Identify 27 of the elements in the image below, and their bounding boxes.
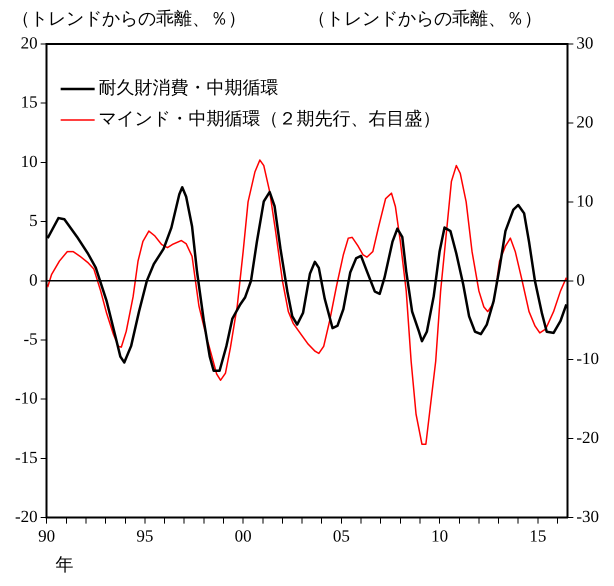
y2-tick-label: 30 (576, 33, 594, 52)
y2-tick-label: -30 (576, 507, 600, 526)
y-tick-label: 0 (29, 270, 38, 290)
y2-tick-label: -20 (576, 428, 600, 448)
x-tick-label: 90 (38, 526, 56, 546)
x-axis-title: 年 (56, 554, 74, 574)
legend-label: マインド・中期循環（２期先行、右目盛） (98, 108, 441, 129)
y2-tick-label: 10 (576, 191, 594, 210)
y-tick-label: 15 (20, 92, 38, 112)
y-tick-label: -15 (14, 448, 38, 467)
y-axis-title: （トレンドからの乖離、％） (12, 8, 246, 29)
y2-tick-label: 20 (576, 112, 594, 132)
y2-tick-label: 0 (576, 270, 585, 290)
y-tick-label: -5 (23, 329, 38, 348)
y2-tick-label: -10 (576, 349, 600, 368)
y-tick-label: 10 (20, 152, 38, 171)
x-tick-label: 00 (234, 526, 252, 546)
y-tick-label: -10 (14, 388, 38, 408)
y-tick-label: -20 (14, 507, 38, 526)
x-tick-label: 15 (529, 526, 546, 546)
legend-label: 耐久財消費・中期循環 (98, 78, 279, 98)
x-tick-label: 95 (136, 526, 154, 546)
x-tick-label: 05 (332, 526, 350, 546)
y-tick-label: 20 (20, 33, 38, 52)
y-tick-label: 5 (29, 211, 38, 230)
y2-axis-title: （トレンドからの乖離、％） (308, 8, 542, 29)
x-tick-label: 10 (431, 526, 448, 546)
